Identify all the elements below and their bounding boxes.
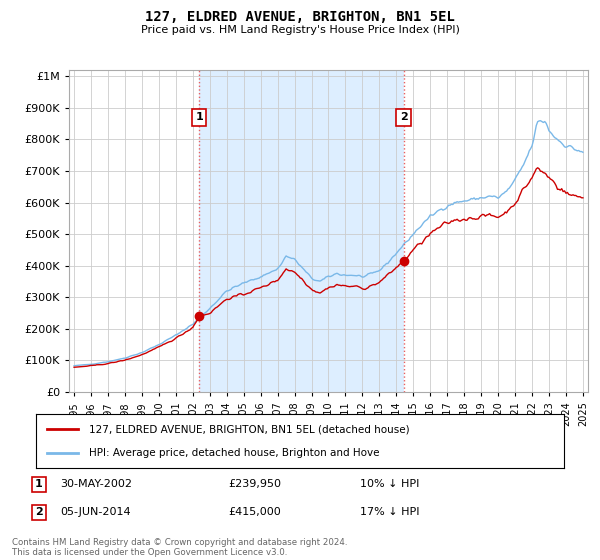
Text: 2: 2 (35, 507, 43, 517)
Text: Price paid vs. HM Land Registry's House Price Index (HPI): Price paid vs. HM Land Registry's House … (140, 25, 460, 35)
Text: 17% ↓ HPI: 17% ↓ HPI (360, 507, 419, 517)
Text: 1: 1 (196, 113, 203, 122)
Text: Contains HM Land Registry data © Crown copyright and database right 2024.
This d: Contains HM Land Registry data © Crown c… (12, 538, 347, 557)
Text: 127, ELDRED AVENUE, BRIGHTON, BN1 5EL: 127, ELDRED AVENUE, BRIGHTON, BN1 5EL (145, 10, 455, 24)
Text: 1: 1 (35, 479, 43, 489)
Text: 30-MAY-2002: 30-MAY-2002 (60, 479, 132, 489)
Text: 05-JUN-2014: 05-JUN-2014 (60, 507, 131, 517)
Text: £239,950: £239,950 (228, 479, 281, 489)
Text: 2: 2 (400, 113, 407, 122)
Text: 10% ↓ HPI: 10% ↓ HPI (360, 479, 419, 489)
Bar (199, 70, 404, 392)
Text: £415,000: £415,000 (228, 507, 281, 517)
Text: HPI: Average price, detached house, Brighton and Hove: HPI: Average price, detached house, Brig… (89, 447, 379, 458)
Text: 127, ELDRED AVENUE, BRIGHTON, BN1 5EL (detached house): 127, ELDRED AVENUE, BRIGHTON, BN1 5EL (d… (89, 424, 409, 435)
